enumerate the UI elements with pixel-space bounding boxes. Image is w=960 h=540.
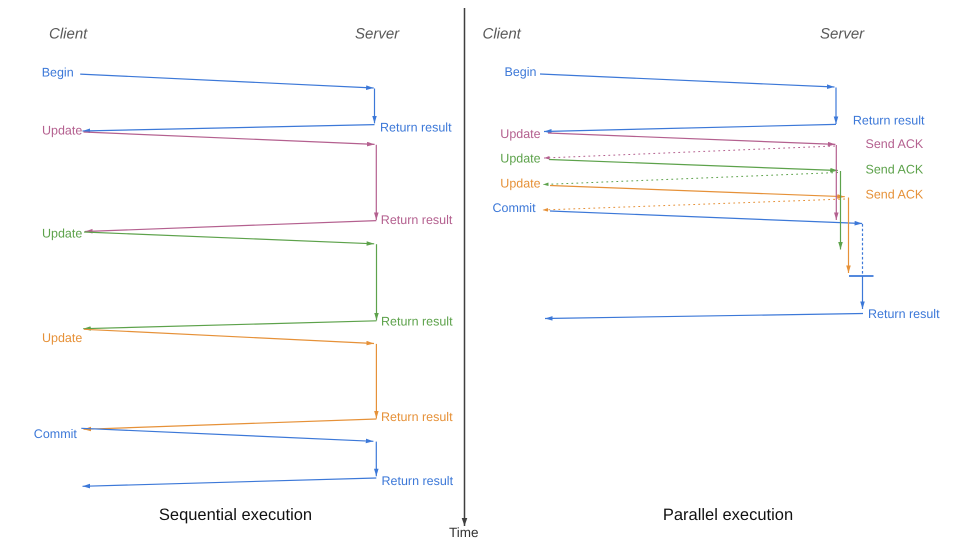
svg-text:Parallel execution: Parallel execution: [663, 506, 793, 524]
svg-text:Send ACK: Send ACK: [866, 188, 924, 202]
svg-text:Commit: Commit: [493, 201, 537, 215]
svg-text:Sequential execution: Sequential execution: [159, 506, 312, 524]
svg-text:Return result: Return result: [381, 315, 453, 329]
svg-text:Update: Update: [500, 177, 540, 191]
svg-text:Return result: Return result: [853, 114, 925, 128]
svg-text:Update: Update: [42, 331, 82, 345]
svg-text:Update: Update: [500, 152, 540, 166]
svg-text:Return result: Return result: [868, 307, 940, 321]
svg-text:Return result: Return result: [381, 410, 453, 424]
svg-text:Client: Client: [483, 26, 522, 43]
svg-text:Return result: Return result: [380, 120, 452, 134]
svg-text:Return result: Return result: [382, 474, 454, 488]
svg-text:Server: Server: [820, 26, 865, 43]
svg-text:Update: Update: [42, 123, 82, 137]
svg-text:Send ACK: Send ACK: [866, 163, 924, 177]
svg-text:Return result: Return result: [381, 213, 453, 227]
svg-text:Begin: Begin: [505, 65, 537, 79]
svg-text:Update: Update: [42, 227, 82, 241]
svg-text:Time: Time: [449, 525, 479, 540]
svg-text:Commit: Commit: [34, 427, 78, 441]
svg-text:Server: Server: [355, 26, 400, 43]
svg-text:Send ACK: Send ACK: [866, 137, 924, 151]
svg-text:Begin: Begin: [42, 66, 74, 80]
svg-text:Update: Update: [500, 127, 540, 141]
svg-text:Client: Client: [49, 26, 88, 43]
